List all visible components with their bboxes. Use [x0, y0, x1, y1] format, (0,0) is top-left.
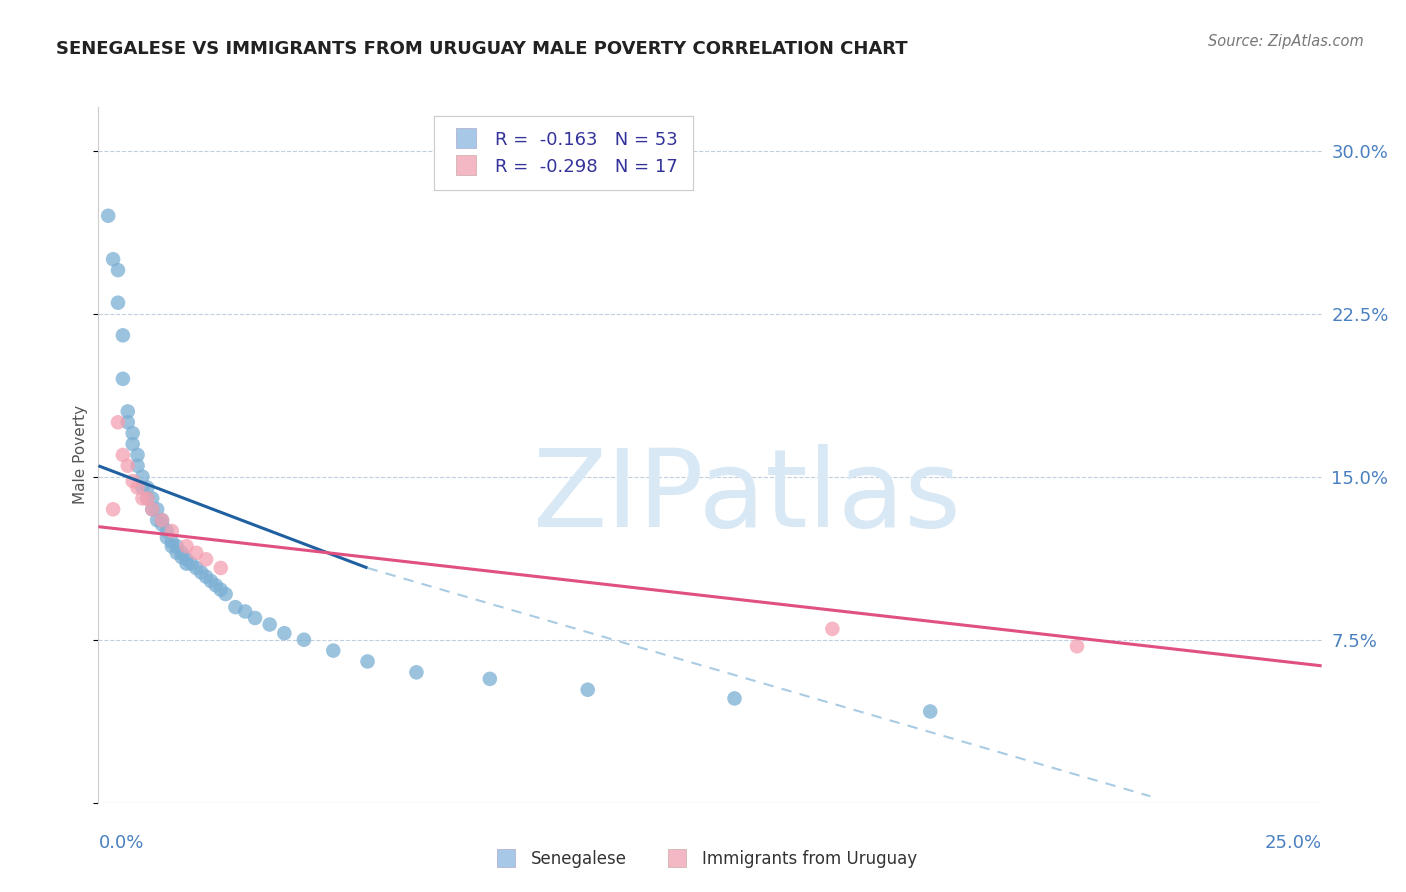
Point: [111, 372, 134, 386]
Point: [170, 546, 193, 560]
Point: [111, 448, 134, 462]
Legend: Senegalese, Immigrants from Uruguay: Senegalese, Immigrants from Uruguay: [482, 844, 924, 875]
Point: [160, 524, 183, 538]
Point: [136, 491, 159, 506]
Point: [180, 557, 202, 571]
Point: [821, 622, 844, 636]
Point: [176, 539, 198, 553]
Point: [723, 691, 745, 706]
Point: [150, 513, 173, 527]
Point: [117, 458, 139, 473]
Point: [117, 404, 139, 418]
Y-axis label: Male Poverty: Male Poverty: [73, 405, 87, 505]
Point: [405, 665, 427, 680]
Point: [200, 574, 222, 588]
Point: [127, 458, 149, 473]
Point: [141, 491, 163, 506]
Point: [243, 611, 266, 625]
Point: [224, 600, 246, 615]
Point: [190, 566, 212, 580]
Point: [920, 705, 942, 719]
Text: 0.0%: 0.0%: [98, 834, 143, 852]
Point: [214, 587, 236, 601]
Point: [131, 481, 153, 495]
Point: [101, 252, 124, 267]
Text: Source: ZipAtlas.com: Source: ZipAtlas.com: [1208, 34, 1364, 49]
Point: [292, 632, 315, 647]
Point: [121, 437, 143, 451]
Point: [141, 502, 163, 516]
Point: [111, 328, 134, 343]
Text: SENEGALESE VS IMMIGRANTS FROM URUGUAY MALE POVERTY CORRELATION CHART: SENEGALESE VS IMMIGRANTS FROM URUGUAY MA…: [56, 40, 908, 58]
Point: [166, 546, 188, 560]
Point: [131, 491, 153, 506]
Point: [209, 582, 232, 597]
Point: [160, 539, 183, 553]
Point: [101, 502, 124, 516]
Point: [576, 682, 599, 697]
Point: [170, 550, 193, 565]
Point: [273, 626, 295, 640]
Point: [259, 617, 281, 632]
Point: [166, 539, 188, 553]
Point: [146, 513, 169, 527]
Point: [146, 502, 169, 516]
Point: [160, 535, 183, 549]
Point: [97, 209, 120, 223]
Text: ZIPatlas: ZIPatlas: [533, 443, 962, 549]
Point: [107, 415, 129, 429]
Point: [127, 448, 149, 462]
Point: [141, 502, 163, 516]
Point: [205, 578, 228, 592]
Point: [195, 552, 218, 566]
Point: [150, 513, 173, 527]
Point: [131, 469, 153, 483]
Point: [186, 561, 208, 575]
Point: [127, 481, 149, 495]
Text: 25.0%: 25.0%: [1264, 834, 1322, 852]
Point: [322, 643, 344, 657]
Point: [186, 546, 208, 560]
Point: [121, 474, 143, 488]
Point: [107, 263, 129, 277]
Point: [117, 415, 139, 429]
Point: [136, 481, 159, 495]
Point: [195, 570, 218, 584]
Point: [136, 491, 159, 506]
Point: [176, 552, 198, 566]
Point: [1066, 639, 1088, 653]
Point: [150, 517, 173, 532]
Point: [356, 655, 378, 669]
Point: [121, 426, 143, 441]
Legend: R =  -0.163   N = 53, R =  -0.298   N = 17: R = -0.163 N = 53, R = -0.298 N = 17: [434, 116, 693, 190]
Point: [107, 295, 129, 310]
Point: [209, 561, 232, 575]
Point: [156, 524, 179, 538]
Point: [233, 605, 256, 619]
Point: [176, 557, 198, 571]
Point: [478, 672, 501, 686]
Point: [156, 531, 179, 545]
